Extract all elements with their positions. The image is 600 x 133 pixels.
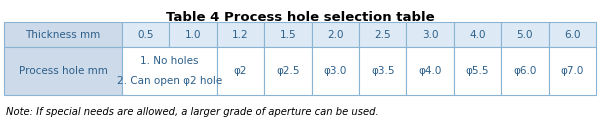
- Text: 1. No holes: 1. No holes: [140, 56, 199, 66]
- Bar: [359, 47, 406, 95]
- Text: 1.0: 1.0: [185, 30, 202, 40]
- Text: φ2.5: φ2.5: [276, 66, 299, 76]
- Text: 5.0: 5.0: [517, 30, 533, 40]
- Text: φ4.0: φ4.0: [418, 66, 442, 76]
- Text: φ2: φ2: [234, 66, 247, 76]
- Bar: [311, 22, 359, 47]
- Text: 2.5: 2.5: [374, 30, 391, 40]
- Bar: [501, 47, 548, 95]
- Bar: [454, 47, 501, 95]
- Text: 0.5: 0.5: [137, 30, 154, 40]
- Text: φ3.0: φ3.0: [323, 66, 347, 76]
- Text: 2.0: 2.0: [327, 30, 344, 40]
- Text: 3.0: 3.0: [422, 30, 439, 40]
- Text: 6.0: 6.0: [564, 30, 581, 40]
- Text: φ3.5: φ3.5: [371, 66, 394, 76]
- Bar: [122, 47, 217, 95]
- Bar: [454, 22, 501, 47]
- Text: Note: If special needs are allowed, a larger grade of aperture can be used.: Note: If special needs are allowed, a la…: [6, 107, 379, 117]
- Text: φ6.0: φ6.0: [513, 66, 536, 76]
- Bar: [4, 47, 122, 95]
- Bar: [264, 47, 311, 95]
- Bar: [548, 22, 596, 47]
- Bar: [359, 22, 406, 47]
- Text: Process hole mm: Process hole mm: [19, 66, 107, 76]
- Bar: [4, 22, 122, 47]
- Text: φ7.0: φ7.0: [560, 66, 584, 76]
- Text: 1.5: 1.5: [280, 30, 296, 40]
- Text: Table 4 Process hole selection table: Table 4 Process hole selection table: [166, 11, 434, 24]
- Bar: [548, 47, 596, 95]
- Bar: [122, 22, 169, 47]
- Bar: [311, 47, 359, 95]
- Bar: [217, 22, 264, 47]
- Text: 4.0: 4.0: [469, 30, 486, 40]
- Bar: [406, 47, 454, 95]
- Bar: [406, 22, 454, 47]
- Bar: [169, 22, 217, 47]
- Text: φ5.5: φ5.5: [466, 66, 489, 76]
- Text: 1.2: 1.2: [232, 30, 249, 40]
- Text: Thickness mm: Thickness mm: [25, 30, 101, 40]
- Text: 2. Can open φ2 hole: 2. Can open φ2 hole: [117, 76, 222, 86]
- Bar: [501, 22, 548, 47]
- Bar: [264, 22, 311, 47]
- Bar: [217, 47, 264, 95]
